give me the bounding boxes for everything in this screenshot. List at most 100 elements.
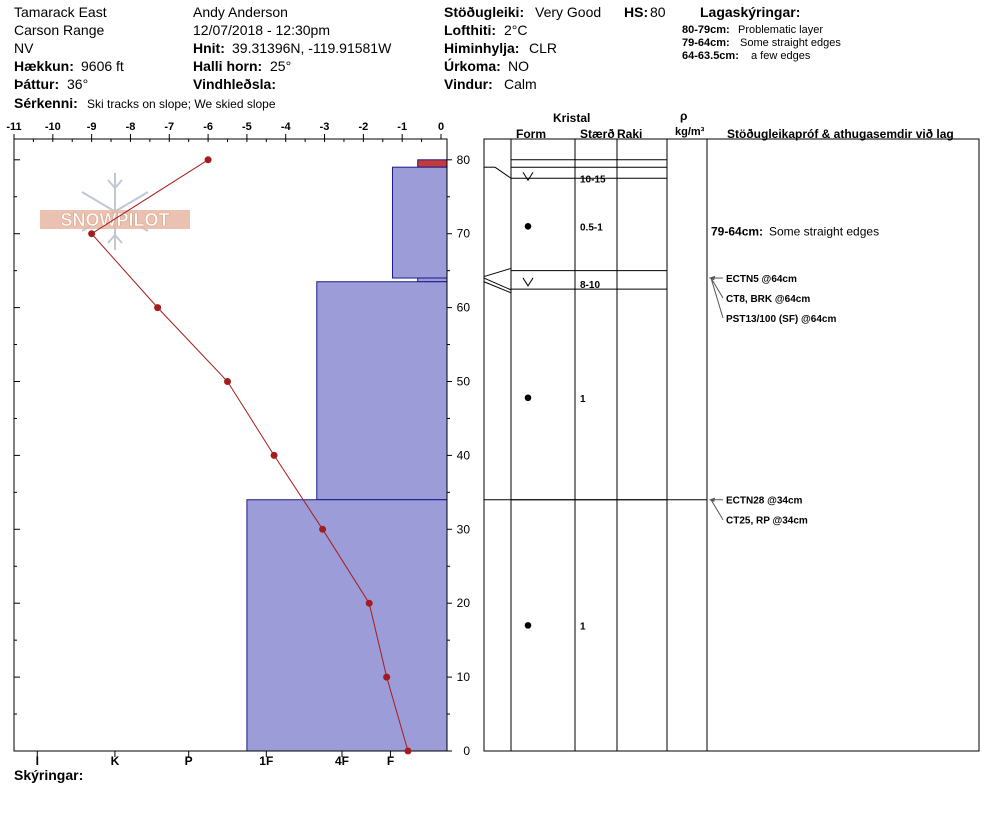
stability-test-arrow xyxy=(710,277,724,299)
stability-test-arrow xyxy=(710,499,724,520)
form-header: Form xyxy=(516,127,546,141)
comment-text: Some straight edges xyxy=(769,224,879,238)
slope-label: Halli horn: xyxy=(193,58,263,74)
airtemp-value: 2°C xyxy=(504,22,528,38)
stability-test-arrow xyxy=(710,277,724,319)
stability-test-label: ECTN5 @64cm xyxy=(726,274,797,285)
hardness-bar-2 xyxy=(417,277,448,283)
features-value: Ski tracks on slope; We skied slope xyxy=(87,97,276,111)
y-tick-label: 40 xyxy=(457,448,471,462)
x-tick-label: -5 xyxy=(242,121,252,133)
temperature-point xyxy=(88,230,96,238)
y-tick-label: 20 xyxy=(457,596,471,610)
arrow-head-icon xyxy=(709,497,715,502)
location: Tamarack East xyxy=(14,4,107,20)
hs-label: HS: xyxy=(624,4,649,20)
x-tick-label: -11 xyxy=(6,121,21,133)
wind-value: Calm xyxy=(504,76,537,92)
elevation-label: Hækkun: xyxy=(14,58,74,74)
grain-form-facet-icon xyxy=(522,277,534,287)
x-tick-label: -7 xyxy=(164,121,174,133)
stability-test-label: CT25, RP @34cm xyxy=(726,516,808,527)
x-tick-label: 0 xyxy=(438,121,444,133)
layer-note-3-text: a few edges xyxy=(751,50,811,62)
layer-connector xyxy=(483,267,512,278)
aspect-label: Þáttur: xyxy=(14,76,60,92)
stability-test-label: PST13/100 (SF) @64cm xyxy=(726,314,836,325)
snowpilot-logo: SNOWPILOT xyxy=(40,173,190,250)
plot-frame xyxy=(13,138,448,752)
arrow-head-icon xyxy=(709,276,715,281)
temperature-point xyxy=(383,673,391,681)
coords-label: Hnit: xyxy=(193,40,225,56)
temperature-point xyxy=(404,747,412,755)
observer: Andy Anderson xyxy=(193,4,288,20)
logo-text: SNOWPILOT xyxy=(61,210,170,230)
layer-note-2-range: 79-64cm: xyxy=(682,37,730,49)
layer-connector xyxy=(494,166,512,179)
mountain-range: Carson Range xyxy=(14,22,105,38)
wind-label: Vindur: xyxy=(444,76,493,92)
temperature-point xyxy=(319,525,327,533)
hardness-tick-label: 4F xyxy=(335,754,349,768)
precip-value: NO xyxy=(508,58,529,74)
layer-note-3-range: 64-63.5cm: xyxy=(682,50,739,62)
y-tick-label: 30 xyxy=(457,522,471,536)
grain-size-label: 1 xyxy=(580,394,586,405)
grain-size-label: 10-15 xyxy=(580,174,606,185)
stability-test-label: CT8, BRK @64cm xyxy=(726,294,810,305)
y-tick-label: 10 xyxy=(457,670,471,684)
grain-form-rounded-icon xyxy=(524,223,532,230)
sky-value: CLR xyxy=(529,40,558,56)
density-unit: kg/m³ xyxy=(675,126,705,138)
layer-note-1-range: 80-79cm: xyxy=(682,24,730,36)
temperature-point xyxy=(224,378,231,385)
y-tick-label: 70 xyxy=(457,227,471,241)
grain-form-facet-icon xyxy=(522,172,534,182)
hs-value: 80 xyxy=(650,4,666,20)
x-tick-label: -3 xyxy=(320,121,330,133)
y-tick-label: 0 xyxy=(463,744,470,758)
grain-size-label: 0.5-1 xyxy=(580,222,603,233)
hardness-bar-1 xyxy=(391,166,448,279)
stability-label: Stöðugleiki: xyxy=(444,4,525,20)
temperature-point xyxy=(270,451,278,459)
elevation-value: 9606 ft xyxy=(81,58,124,74)
grain-form-rounded-icon xyxy=(524,622,532,629)
x-tick-label: -10 xyxy=(45,121,61,133)
y-tick-label: 60 xyxy=(457,301,471,315)
grain-size-label: 1 xyxy=(580,621,586,632)
sky-label: Himinhylja: xyxy=(444,40,520,56)
moisture-header: Raki xyxy=(617,127,643,141)
coords-value: 39.31396N, -119.91581W xyxy=(232,40,392,56)
y-tick-label: 80 xyxy=(457,153,471,167)
grain-form-rounded-icon xyxy=(524,394,532,402)
aspect-value: 36° xyxy=(67,76,89,92)
hardness-tick-label: K xyxy=(111,754,120,768)
state: NV xyxy=(14,40,34,56)
hardness-bar-4 xyxy=(246,499,448,752)
layers-title: Lagaskýringar: xyxy=(700,4,801,20)
stability-value: Very Good xyxy=(535,4,602,20)
grain-size-label: 8-10 xyxy=(580,280,600,291)
temperature-point xyxy=(365,599,373,607)
precip-label: Úrkoma: xyxy=(444,58,501,74)
slope-value: 25° xyxy=(270,58,292,74)
legend-label: Skýringar: xyxy=(14,767,84,783)
y-tick-label: 50 xyxy=(457,375,471,389)
layer-note-2-text: Some straight edges xyxy=(740,37,841,49)
density-symbol: ρ xyxy=(680,109,688,123)
hardness-tick-label: I xyxy=(36,754,39,768)
hardness-tick-label: 1F xyxy=(259,754,273,768)
hardness-bar-0 xyxy=(417,159,448,168)
tests-header: Stöðugleikapróf & athugasemdir við lag xyxy=(727,127,954,141)
x-tick-label: -1 xyxy=(397,121,407,133)
hardness-bar-3 xyxy=(316,281,448,501)
size-header: Stærð xyxy=(580,127,615,141)
temperature-point xyxy=(154,304,162,312)
x-tick-label: -4 xyxy=(281,121,292,133)
airtemp-label: Lofthiti: xyxy=(444,22,497,38)
x-tick-label: -8 xyxy=(126,121,136,133)
windload-label: Vindhleðsla: xyxy=(193,76,276,92)
